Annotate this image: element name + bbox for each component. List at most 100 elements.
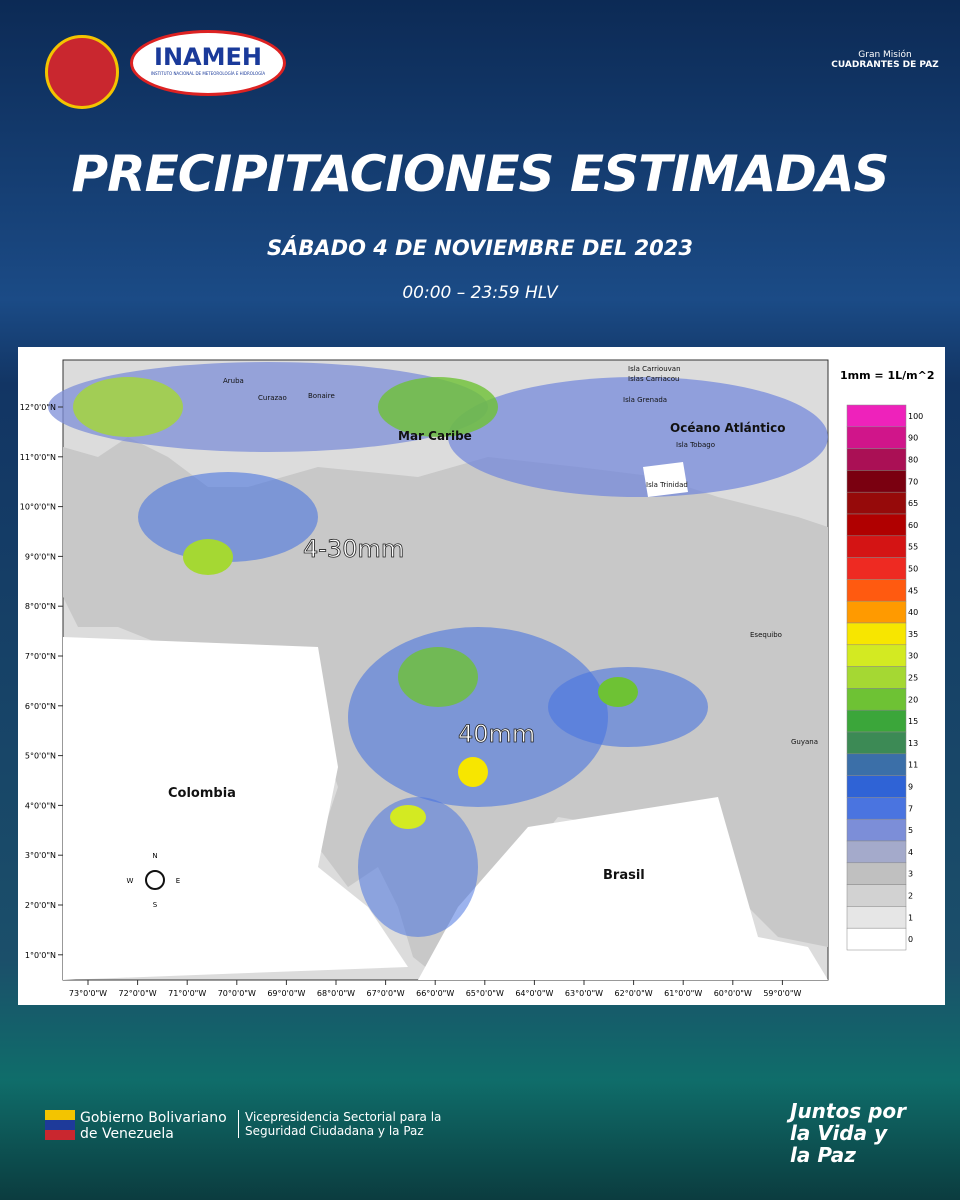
place-label: Islas Carriacou (628, 375, 679, 383)
place-label: Brasil (603, 868, 645, 883)
legend-label: 100 (908, 412, 923, 421)
annotation: 4-30mm (303, 535, 404, 563)
legend-label: 3 (908, 870, 913, 879)
legend-swatch (846, 579, 907, 602)
lon-label: 73°0'0"W (69, 989, 107, 998)
legend-swatch (846, 688, 907, 711)
place-label: Curazao (258, 394, 287, 402)
legend-swatch (846, 840, 907, 864)
legend-label: 40 (908, 608, 918, 617)
lon-label: 71°0'0"W (168, 989, 206, 998)
lat-label: 3°0'0"N (25, 851, 56, 860)
lat-label: 1°0'0"N (25, 951, 56, 960)
lon-label: 72°0'0"W (119, 989, 157, 998)
lat-label: 2°0'0"N (25, 901, 56, 910)
title: PRECIPITACIONES ESTIMADAS (71, 145, 890, 203)
legend-swatch (846, 775, 907, 798)
legend-swatch (846, 818, 907, 842)
place-label: Aruba (223, 377, 244, 385)
flag (45, 1110, 75, 1140)
legend-label: 15 (908, 717, 918, 726)
legend-swatch (846, 709, 907, 733)
lat-label: 9°0'0"N (25, 552, 56, 561)
place-label: Océano Atlántico (670, 421, 786, 435)
legend-swatch (846, 884, 907, 907)
legend-swatch (846, 535, 907, 558)
vice-text: Vicepresidencia Sectorial para la Seguri… (238, 1110, 445, 1138)
legend-label: 20 (908, 695, 918, 704)
lon-label: 68°0'0"W (317, 989, 355, 998)
lon-label: 60°0'0"W (714, 989, 752, 998)
legend-label: 4 (908, 848, 913, 857)
place-label: Esequibo (750, 631, 782, 639)
legend-label: 9 (908, 783, 913, 792)
lon-label: 65°0'0"W (466, 989, 504, 998)
annotation: 40mm (458, 720, 535, 748)
legend-swatch (846, 862, 907, 885)
lat-label: 5°0'0"N (25, 752, 56, 761)
logo-text: INAMEH (154, 43, 262, 71)
legend-swatch (846, 644, 907, 667)
legend-title: 1mm = 1L/m^2 (840, 369, 934, 382)
place-label: Bonaire (308, 392, 335, 400)
lat-label: 12°0'0"N (20, 403, 56, 412)
gov-text: Gobierno Bolivariano de Venezuela (80, 1110, 227, 1142)
legend-label: 70 (908, 477, 918, 486)
legend-swatch (846, 491, 907, 515)
compass-label: N (152, 852, 157, 860)
lon-label: 59°0'0"W (763, 989, 801, 998)
legend-swatch (846, 927, 907, 951)
compass-label: S (153, 901, 158, 909)
lat-label: 7°0'0"N (25, 652, 56, 661)
compass (145, 870, 165, 890)
legend-label: 65 (908, 499, 918, 508)
legend-label: 60 (908, 521, 918, 530)
legend-label: 1 (908, 913, 913, 922)
legend-swatch (846, 404, 907, 428)
legend-label: 7 (908, 804, 913, 813)
lon-label: 62°0'0"W (615, 989, 653, 998)
legend-swatch (846, 906, 907, 929)
lon-label: 64°0'0"W (515, 989, 553, 998)
legend-label: 25 (908, 674, 918, 683)
lat-label: 6°0'0"N (25, 702, 56, 711)
place-label: Colombia (168, 786, 236, 801)
lat-label: 4°0'0"N (25, 801, 56, 810)
lon-label: 70°0'0"W (218, 989, 256, 998)
legend-label: 30 (908, 652, 918, 661)
legend-label: 2 (908, 892, 913, 901)
place-label: Isla Carriouvan (628, 365, 681, 373)
legend-label: 0 (908, 935, 913, 944)
place-label: Isla Grenada (623, 396, 667, 404)
legend-swatch (846, 426, 907, 449)
legend-label: 50 (908, 565, 918, 574)
inameh-logo: INAMEH INSTITUTO NACIONAL DE METEOROLOGÍ… (130, 30, 286, 96)
legend-swatch (846, 448, 907, 471)
legend-label: 11 (908, 761, 918, 770)
time: 00:00 – 23:59 HLV (402, 283, 558, 303)
legend-swatch (846, 753, 907, 776)
compass-label: E (176, 877, 180, 885)
lat-label: 11°0'0"N (20, 453, 56, 462)
legend-swatch (846, 622, 907, 646)
legend-swatch (846, 513, 907, 537)
lon-label: 67°0'0"W (367, 989, 405, 998)
legend-label: 90 (908, 434, 918, 443)
place-label: Mar Caribe (398, 429, 472, 443)
lon-label: 63°0'0"W (565, 989, 603, 998)
logo-right: CUADRANTES DE PAZ (831, 60, 939, 70)
ministry-logo (45, 35, 119, 109)
legend-swatch (846, 666, 907, 689)
legend-swatch (846, 600, 907, 624)
legend-swatch (846, 470, 907, 493)
legend-label: 35 (908, 630, 918, 639)
slogan: Juntos por la Vida y la Paz (790, 1099, 907, 1167)
place-label: Isla Trinidad (646, 481, 688, 489)
legend-swatch (846, 731, 907, 755)
date: SÁBADO 4 DE NOVIEMBRE DEL 2023 (267, 236, 693, 260)
place-label: Guyana (791, 738, 818, 746)
legend-label: 13 (908, 739, 918, 748)
legend-label: 80 (908, 456, 918, 465)
lon-label: 69°0'0"W (267, 989, 305, 998)
